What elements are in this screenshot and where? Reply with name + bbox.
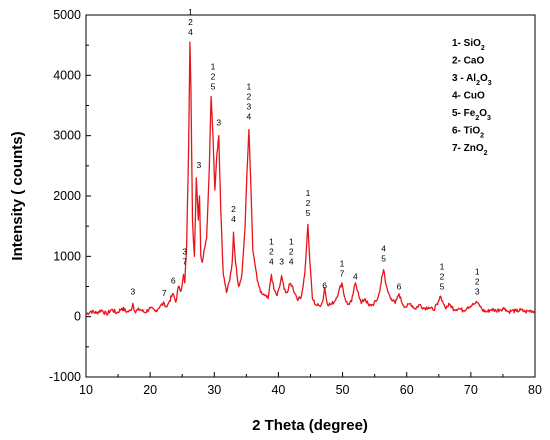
peak-label: 4: [231, 214, 236, 224]
peak-label: 1: [475, 267, 480, 277]
x-tick-label: 50: [336, 383, 350, 397]
x-axis-title: 2 Theta (degree): [252, 417, 368, 434]
peak-label: 4: [381, 243, 386, 253]
x-tick-label: 30: [207, 383, 221, 397]
y-axis-ticks: -1000 0 1000 2000 3000 4000 5000: [49, 8, 91, 384]
peak-label: 2: [306, 198, 311, 208]
peak-label: 4: [353, 271, 358, 281]
y-tick-label: 4000: [53, 68, 81, 82]
peak-label: 1: [247, 82, 252, 92]
peak-label: 4: [289, 256, 294, 266]
peak-label: 3: [216, 118, 221, 128]
peak-label: 7: [182, 256, 187, 266]
peak-label: 2: [231, 204, 236, 214]
peak-label: 3: [130, 287, 135, 297]
peak-label: 2: [440, 272, 445, 282]
peak-label: 1: [306, 188, 311, 198]
plot-frame: [85, 14, 536, 378]
peak-label: 5: [440, 282, 445, 292]
peak-label: 5: [381, 253, 386, 263]
peak-label: 4: [247, 112, 252, 122]
peak-label: 3: [475, 287, 480, 297]
legend-entry: 7- ZnO2: [452, 143, 488, 157]
peak-label: 1: [440, 262, 445, 272]
peak-label: 2: [247, 92, 252, 102]
y-tick-label: -1000: [49, 370, 81, 384]
peak-label: 3: [247, 102, 252, 112]
legend-entry: 2- CaO: [452, 56, 484, 67]
peak-label: 3: [197, 160, 202, 170]
peak-label: 7: [340, 268, 345, 278]
peak-label: 7: [162, 288, 167, 298]
y-tick-label: 2000: [53, 189, 81, 203]
x-tick-label: 80: [528, 383, 542, 397]
legend-entry: 1- SiO2: [452, 38, 485, 52]
y-tick-label: 1000: [53, 249, 81, 263]
legend-entry: 6- TiO2: [452, 126, 484, 140]
peak-label: 3: [279, 256, 284, 266]
peak-label: 1: [211, 61, 216, 71]
x-tick-label: 60: [400, 383, 414, 397]
peak-label: 6: [397, 282, 402, 292]
x-tick-label: 70: [464, 383, 478, 397]
peak-label: 2: [211, 71, 216, 81]
legend: 1- SiO2 2- CaO 3 - Al2O3 4- CuO 5- Fe2O3 6- T…: [452, 38, 492, 157]
peak-label: 5: [306, 208, 311, 218]
peak-label: 1: [289, 236, 294, 246]
peak-label: 2: [289, 246, 294, 256]
peak-label: 5: [211, 81, 216, 91]
x-tick-label: 20: [143, 383, 157, 397]
peak-label: 2: [475, 277, 480, 287]
legend-entry: 4- CuO: [452, 91, 485, 102]
peak-label: 1: [340, 258, 345, 268]
y-tick-label: 5000: [53, 8, 81, 22]
y-tick-label: 0: [74, 310, 81, 324]
peak-label: 1: [269, 236, 274, 246]
peak-label: 3: [182, 246, 187, 256]
legend-entry: 3 - Al2O3: [452, 73, 492, 87]
peak-label: 2: [188, 17, 193, 27]
peak-label: 6: [171, 276, 176, 286]
peak-label: 4: [188, 27, 193, 37]
legend-entry: 5- Fe2O3: [452, 108, 491, 122]
peak-label: 6: [322, 281, 327, 291]
peak-label: 2: [269, 246, 274, 256]
x-tick-label: 40: [271, 383, 285, 397]
x-tick-label: 10: [79, 383, 93, 397]
y-tick-label: 3000: [53, 129, 81, 143]
series-line: [85, 41, 536, 316]
peak-label: 4: [269, 256, 274, 266]
x-axis-ticks: 10 20 30 40 50 60 70 80: [79, 372, 542, 397]
peak-label: 1: [188, 7, 193, 17]
y-axis-title: Intensity ( counts): [9, 131, 26, 260]
